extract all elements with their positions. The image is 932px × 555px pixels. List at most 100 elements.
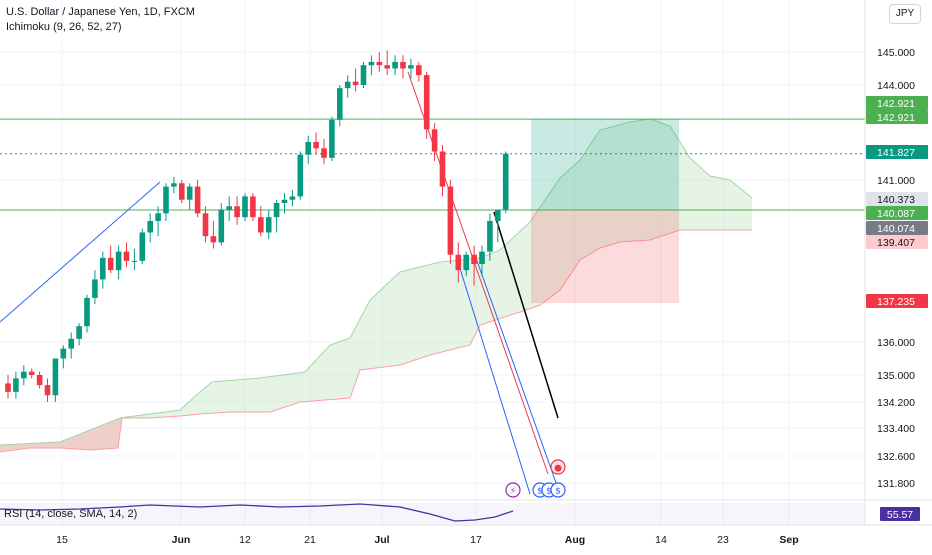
candle-body	[337, 88, 343, 120]
candle-body	[297, 154, 304, 197]
price-badge: 142.921	[866, 96, 928, 110]
candle-body	[487, 220, 493, 252]
candle-body	[321, 148, 327, 158]
candle-body	[202, 213, 209, 237]
candle-body	[76, 326, 82, 339]
candle	[147, 213, 153, 243]
candle	[344, 75, 351, 98]
candle	[163, 183, 169, 221]
event-us-flag-icon-glyph: $	[555, 487, 561, 497]
candle	[92, 270, 98, 305]
horizontal-lines[interactable]	[0, 118, 865, 211]
candle	[376, 52, 383, 72]
candle	[313, 132, 319, 155]
price-badge-bg	[866, 294, 928, 308]
price-badge-bg	[866, 110, 928, 124]
candle-body	[431, 129, 438, 152]
event-icons[interactable]: ⚡ $ $ $●	[505, 459, 566, 498]
time-tick-label: 23	[717, 534, 729, 546]
event-us-flag-icon-glyph: $	[537, 487, 543, 497]
price-badge-bg	[866, 96, 928, 110]
candle-body	[163, 186, 169, 214]
candle	[471, 245, 477, 286]
candle	[76, 323, 82, 346]
candle-body	[329, 119, 335, 158]
candle	[250, 193, 256, 221]
candle-body	[471, 254, 477, 264]
candle	[218, 203, 225, 246]
candle	[447, 180, 454, 264]
price-badge-label: 141.827	[877, 147, 915, 159]
candle-body	[384, 65, 390, 69]
rsi-line	[0, 503, 514, 522]
time-tick-label: Sep	[779, 534, 798, 546]
long-position-tool[interactable]	[531, 119, 679, 303]
price-tick-label: 135.000	[877, 370, 915, 382]
price-badge-label: 140.074	[877, 223, 915, 235]
candle-body	[139, 232, 146, 261]
candle-body	[194, 186, 201, 214]
currency-button[interactable]: JPY	[889, 4, 921, 24]
channel-line-left	[457, 261, 531, 495]
candle-body	[305, 142, 311, 155]
price-badge-label: 142.921	[877, 98, 915, 110]
candle	[455, 242, 462, 283]
candle-body	[60, 348, 67, 359]
down-arrow-line-red	[407, 71, 549, 475]
symbol-title[interactable]: U.S. Dollar / Japanese Yen, 1D, FXCM	[6, 6, 195, 18]
down-arrow-line-black	[493, 211, 559, 419]
candle-body	[44, 385, 51, 396]
candle-body	[265, 217, 272, 233]
candle-body	[463, 254, 469, 271]
candle	[384, 50, 390, 76]
rsi-pane	[0, 499, 932, 526]
rsi-label[interactable]: RSI (14, close, SMA, 14, 2)	[4, 508, 138, 520]
candle	[289, 189, 296, 207]
time-tick-label: 12	[239, 534, 251, 546]
candle	[408, 58, 414, 79]
cloud-area-red	[0, 418, 122, 452]
candle	[281, 193, 288, 214]
candle	[423, 71, 430, 139]
candle	[194, 180, 201, 218]
candle	[100, 251, 106, 289]
candle	[400, 55, 406, 79]
candle	[479, 245, 485, 277]
candle-body	[100, 257, 106, 280]
rsi-value-badge-bg	[880, 507, 920, 521]
event-us-flag-icon-circle	[550, 482, 566, 498]
price-axis[interactable]: 145.000 144.000 141.000 136.000 135.000 134.2…	[864, 0, 928, 525]
candle	[107, 245, 114, 274]
indicator-label[interactable]: Ichimoku (9, 26, 52, 27)	[6, 21, 122, 33]
candle-body	[107, 257, 114, 271]
price-badge-bg	[866, 235, 928, 249]
candle	[297, 151, 304, 200]
trend-lines[interactable]	[0, 71, 561, 495]
candle	[258, 206, 264, 237]
time-tick-label: 21	[304, 534, 316, 546]
time-tick-label: Aug	[565, 534, 585, 546]
candle	[416, 61, 422, 82]
candle-body	[273, 203, 280, 218]
candle-body	[155, 213, 161, 221]
candle-body	[447, 186, 454, 255]
candle-body	[36, 375, 43, 386]
candle	[21, 365, 27, 386]
candle-body	[479, 251, 485, 264]
candle	[360, 61, 367, 89]
rsi-value-badge: 55.57	[880, 507, 920, 521]
candle	[329, 116, 335, 161]
candle	[60, 345, 67, 369]
position-loss-zone	[531, 210, 679, 303]
candle	[52, 358, 59, 402]
candle-body	[84, 297, 90, 327]
time-axis[interactable]: 15 Jun 12 21 Jul 17 Aug 14 23 Sep	[56, 534, 798, 546]
candle-body	[416, 65, 422, 76]
price-badge-label: 140.087	[877, 208, 915, 220]
time-tick-label: Jun	[172, 534, 191, 546]
position-profit-zone	[531, 119, 679, 210]
price-badge-bg	[866, 192, 928, 206]
candle-body	[13, 378, 19, 392]
price-tick-label: 144.000	[877, 80, 915, 92]
